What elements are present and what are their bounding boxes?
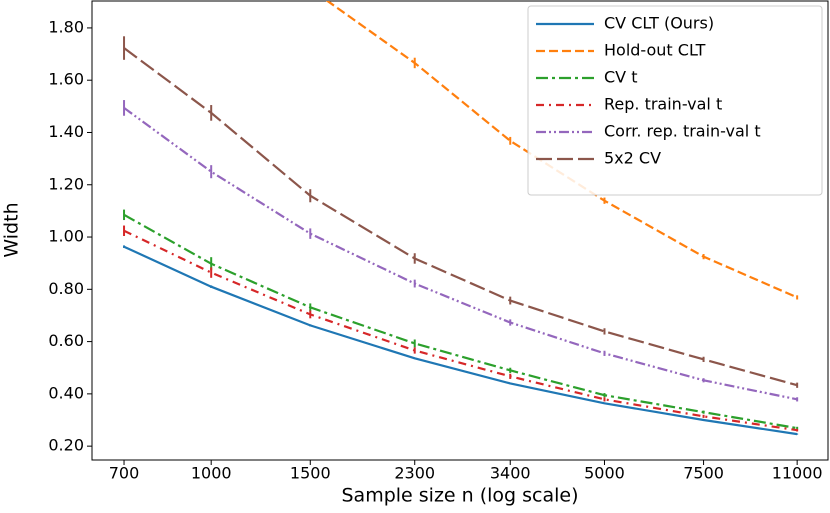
y-tick-label: 1.40: [48, 122, 84, 141]
y-tick-label: 1.20: [48, 174, 84, 193]
x-tick-label: 1000: [191, 464, 232, 483]
legend-label: Corr. rep. train-val t: [604, 122, 761, 141]
legend-label: Hold-out CLT: [604, 41, 706, 60]
x-tick-label: 5000: [584, 464, 625, 483]
y-tick-label: 1.80: [48, 17, 84, 36]
y-tick-label: 0.20: [48, 436, 84, 455]
legend-label: Rep. train-val t: [604, 95, 722, 114]
plot-frame: [91, 0, 829, 461]
y-tick-label: 1.00: [48, 227, 84, 246]
y-tick-label: 1.60: [48, 70, 84, 89]
series-line: [123, 229, 798, 432]
x-tick-label: 3400: [490, 464, 531, 483]
x-tick-label: 700: [109, 464, 140, 483]
series-line: [325, 1, 798, 299]
y-tick-label: 0.80: [48, 279, 84, 298]
y-tick-label: 0.40: [48, 383, 84, 402]
x-axis-label: Sample size n (log scale): [341, 485, 578, 507]
legend-label: CV t: [604, 68, 637, 87]
x-tick-label: 7500: [683, 464, 724, 483]
series-line: [123, 47, 798, 387]
legend-box: [527, 5, 823, 196]
plot-area: [123, 1, 799, 436]
x-tick-label: 11000: [772, 464, 823, 483]
y-tick-label: 0.60: [48, 331, 84, 350]
x-tick-label: 2300: [394, 464, 435, 483]
series-line: [123, 213, 798, 430]
x-tick-label: 1500: [290, 464, 331, 483]
y-axis-label: Width: [1, 202, 23, 257]
legend-label: CV CLT (Ours): [604, 14, 714, 33]
series-line: [123, 245, 798, 436]
series-line: [123, 107, 798, 401]
legend-label: 5x2 CV: [604, 149, 661, 168]
